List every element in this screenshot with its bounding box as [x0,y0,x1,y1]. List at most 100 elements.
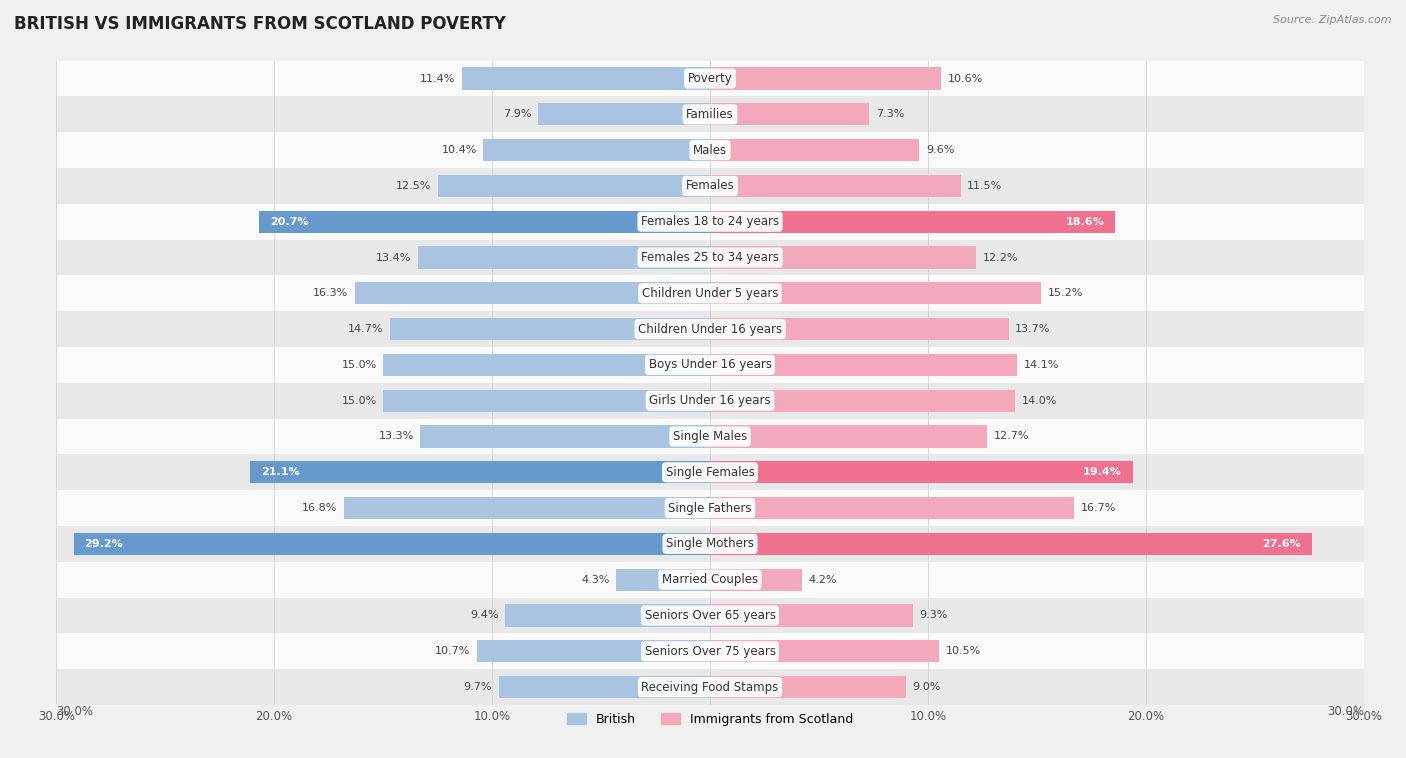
Text: 9.0%: 9.0% [912,682,941,692]
Text: 13.3%: 13.3% [378,431,413,441]
Bar [616,568,710,590]
Text: 4.2%: 4.2% [808,575,837,584]
Bar [382,354,710,376]
Text: Seniors Over 75 years: Seniors Over 75 years [644,645,776,658]
Bar [56,312,1364,347]
Text: Single Females: Single Females [665,465,755,479]
Bar [56,96,1364,132]
Bar [499,676,710,698]
Text: Married Couples: Married Couples [662,573,758,586]
Text: Single Mothers: Single Mothers [666,537,754,550]
Text: 12.2%: 12.2% [983,252,1018,262]
Bar [710,354,1018,376]
Text: 9.4%: 9.4% [470,610,499,621]
Text: 21.1%: 21.1% [262,467,299,478]
Text: 30.0%: 30.0% [56,705,93,718]
Text: Females 18 to 24 years: Females 18 to 24 years [641,215,779,228]
Bar [56,418,1364,454]
Text: 15.2%: 15.2% [1047,288,1083,299]
Bar [710,425,987,447]
Text: 13.7%: 13.7% [1015,324,1050,334]
Bar [259,211,710,233]
Text: BRITISH VS IMMIGRANTS FROM SCOTLAND POVERTY: BRITISH VS IMMIGRANTS FROM SCOTLAND POVE… [14,15,506,33]
Text: 29.2%: 29.2% [84,539,124,549]
Bar [710,676,905,698]
Text: 19.4%: 19.4% [1083,467,1122,478]
Text: 16.8%: 16.8% [302,503,337,513]
Text: Single Fathers: Single Fathers [668,502,752,515]
Text: 13.4%: 13.4% [375,252,412,262]
Text: Receiving Food Stamps: Receiving Food Stamps [641,681,779,694]
Text: 7.9%: 7.9% [503,109,531,119]
Text: 11.5%: 11.5% [967,181,1002,191]
Bar [73,533,710,555]
Bar [56,275,1364,312]
Bar [710,533,1312,555]
Text: 15.0%: 15.0% [342,396,377,406]
Bar [56,204,1364,240]
Text: Children Under 5 years: Children Under 5 years [641,287,779,300]
Bar [56,490,1364,526]
Bar [710,246,976,268]
Bar [382,390,710,412]
Bar [389,318,710,340]
Bar [56,526,1364,562]
Text: 10.4%: 10.4% [441,145,477,155]
Bar [344,497,710,519]
Text: 14.1%: 14.1% [1024,360,1059,370]
Text: 12.5%: 12.5% [395,181,432,191]
Bar [56,454,1364,490]
Bar [56,562,1364,597]
Text: 11.4%: 11.4% [419,74,456,83]
Text: 10.6%: 10.6% [948,74,983,83]
Text: 14.0%: 14.0% [1022,396,1057,406]
Bar [710,461,1133,484]
Bar [420,425,710,447]
Text: 16.3%: 16.3% [314,288,349,299]
Bar [418,246,710,268]
Bar [56,669,1364,705]
Text: 16.7%: 16.7% [1080,503,1116,513]
Text: 9.3%: 9.3% [920,610,948,621]
Text: 9.6%: 9.6% [925,145,955,155]
Bar [710,318,1008,340]
Bar [477,641,710,662]
Bar [56,347,1364,383]
Text: Females 25 to 34 years: Females 25 to 34 years [641,251,779,264]
Text: 10.5%: 10.5% [945,647,980,656]
Bar [56,597,1364,634]
Bar [250,461,710,484]
Text: 14.7%: 14.7% [347,324,382,334]
Bar [354,282,710,305]
Text: Boys Under 16 years: Boys Under 16 years [648,359,772,371]
Text: 7.3%: 7.3% [876,109,904,119]
Bar [710,67,941,89]
Text: Families: Families [686,108,734,121]
Text: 27.6%: 27.6% [1261,539,1301,549]
Bar [710,641,939,662]
Text: 10.7%: 10.7% [434,647,470,656]
Text: 18.6%: 18.6% [1066,217,1105,227]
Bar [56,240,1364,275]
Text: 4.3%: 4.3% [582,575,610,584]
Bar [710,390,1015,412]
Text: Single Males: Single Males [673,430,747,443]
Bar [538,103,710,125]
Bar [461,67,710,89]
Bar [56,634,1364,669]
Text: Poverty: Poverty [688,72,733,85]
Text: 12.7%: 12.7% [993,431,1029,441]
Text: Source: ZipAtlas.com: Source: ZipAtlas.com [1274,15,1392,25]
Text: 9.7%: 9.7% [464,682,492,692]
Text: 30.0%: 30.0% [1327,705,1364,718]
Bar [710,211,1115,233]
Bar [710,175,960,197]
Text: Males: Males [693,143,727,157]
Bar [710,497,1074,519]
Bar [710,604,912,627]
Bar [56,383,1364,418]
Legend: British, Immigrants from Scotland: British, Immigrants from Scotland [562,708,858,731]
Bar [484,139,710,161]
Text: Girls Under 16 years: Girls Under 16 years [650,394,770,407]
Bar [710,139,920,161]
